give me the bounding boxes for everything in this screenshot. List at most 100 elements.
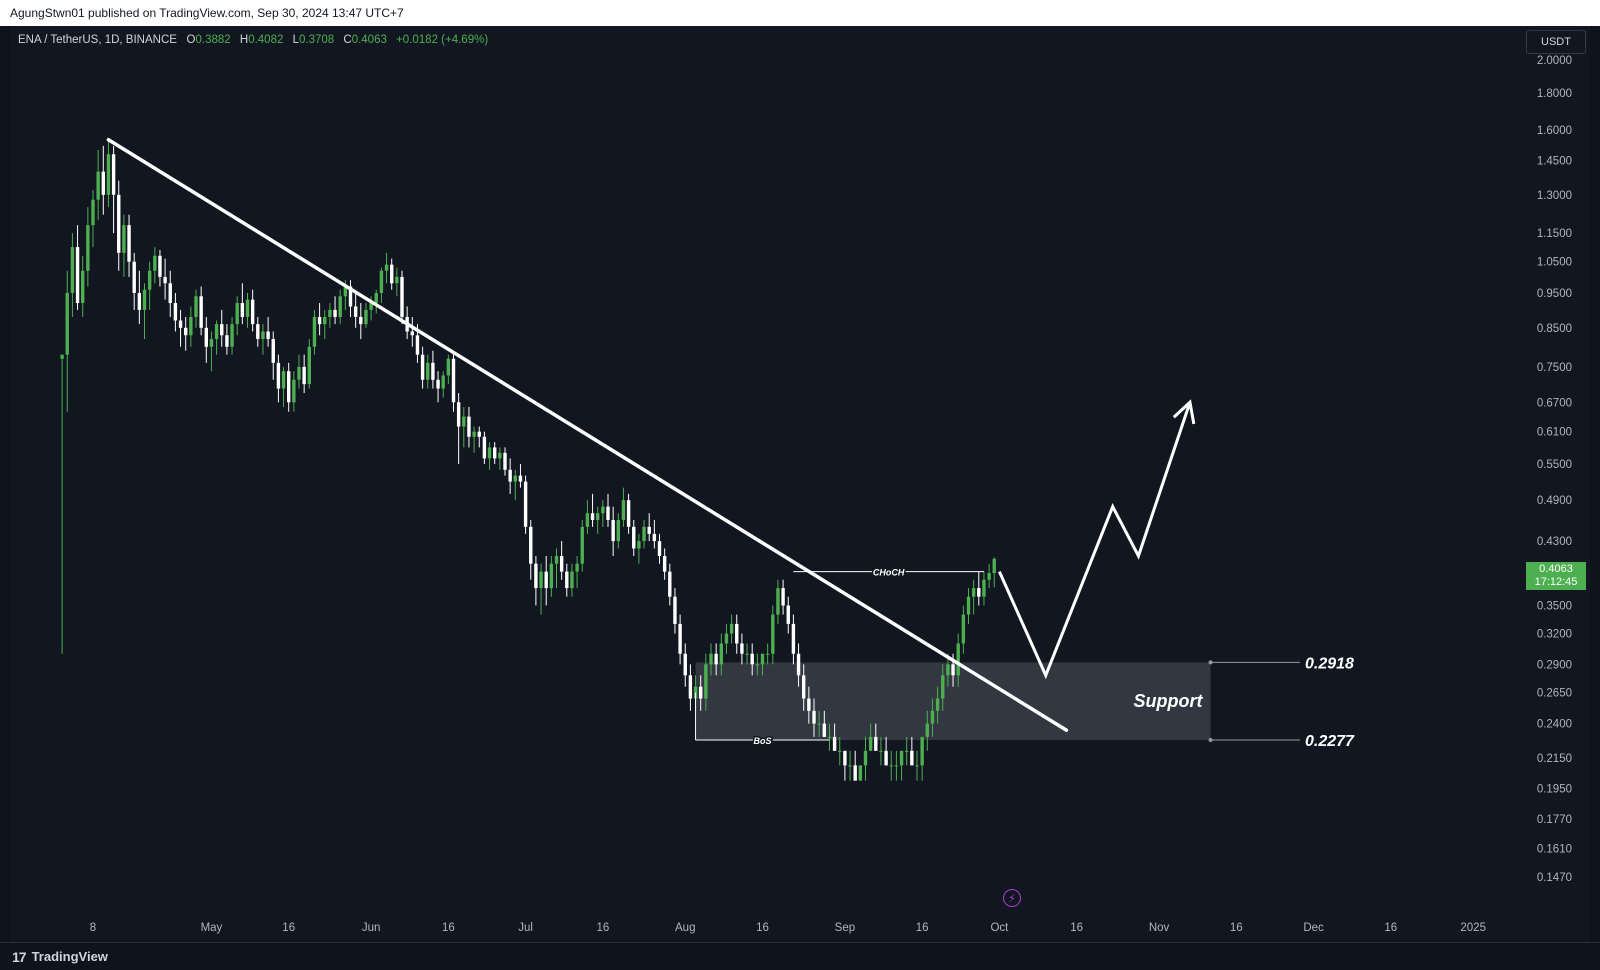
candle xyxy=(317,303,322,336)
price-tick-label: 1.3000 xyxy=(1537,190,1572,202)
brand-name[interactable]: TradingView xyxy=(31,949,108,964)
time-axis[interactable]: 8 May 16 Jun 16 Jul 16 Aug 16 Sep 16 Oct 16 Nov 16 Dec 1… xyxy=(90,922,1486,934)
candle xyxy=(379,267,384,304)
candle xyxy=(374,289,378,314)
price-axis[interactable]: 2.0000 1.8000 1.6000 1.4500 1.3000 1.1500 1.05… xyxy=(1537,55,1572,884)
candle-body xyxy=(735,623,739,644)
candle xyxy=(652,519,657,549)
candle xyxy=(606,493,610,527)
candle-body xyxy=(920,736,924,766)
candle xyxy=(431,350,435,389)
candle xyxy=(637,533,641,564)
candle-body xyxy=(539,571,543,589)
candle xyxy=(843,750,847,781)
lightning-bolt-icon[interactable]: ⚡ xyxy=(1003,889,1021,907)
price-tick-label: 0.2650 xyxy=(1537,688,1572,700)
currency-button[interactable]: USDT xyxy=(1526,30,1586,54)
candle xyxy=(328,303,332,328)
candle xyxy=(894,750,899,781)
price-tick-label: 0.1610 xyxy=(1537,844,1572,856)
candle-body xyxy=(328,309,332,317)
candle-body xyxy=(353,306,358,317)
candle-body xyxy=(297,366,301,380)
candle-body xyxy=(951,664,955,676)
candle-body xyxy=(961,614,966,644)
candle-body xyxy=(390,264,394,284)
price-tick-label: 0.6700 xyxy=(1537,397,1572,409)
candle xyxy=(297,354,301,389)
candle xyxy=(400,270,404,325)
candle-body xyxy=(616,519,620,542)
candle xyxy=(477,426,481,448)
candle xyxy=(359,303,363,340)
candle xyxy=(60,354,64,654)
candle-body xyxy=(513,475,517,482)
projection-arrowhead xyxy=(1172,399,1196,425)
candle xyxy=(678,614,682,665)
candle-body xyxy=(719,643,723,665)
candle xyxy=(863,736,868,781)
candle-body xyxy=(884,750,888,766)
candle-body xyxy=(977,588,981,597)
candle-body xyxy=(142,289,147,310)
candle-body xyxy=(312,316,317,347)
time-tick-label: 16 xyxy=(756,922,769,934)
candle-body xyxy=(487,447,492,459)
drawings: CHoCH BoS xyxy=(106,138,1196,748)
candle-body xyxy=(879,750,883,752)
candle xyxy=(941,664,945,711)
candle xyxy=(75,225,80,310)
candle xyxy=(570,563,574,597)
candle xyxy=(353,292,358,328)
time-tick-label: 2025 xyxy=(1460,922,1486,934)
candle-body xyxy=(596,513,600,520)
price-tick-label: 1.0500 xyxy=(1537,257,1572,269)
candle xyxy=(565,563,569,597)
candle-body xyxy=(786,605,790,624)
candle-body xyxy=(189,316,193,336)
candle xyxy=(987,563,991,589)
chart-area[interactable] xyxy=(10,26,1590,942)
candle-body xyxy=(137,292,142,310)
candle xyxy=(101,145,105,215)
candle-body xyxy=(565,571,569,589)
candle xyxy=(719,633,723,676)
price-tick-label: 1.8000 xyxy=(1537,88,1572,100)
candle xyxy=(699,675,703,711)
candle-body xyxy=(70,247,75,293)
candle xyxy=(848,750,852,781)
candle-body xyxy=(163,276,167,284)
tradingview-logo-icon[interactable]: 17 xyxy=(12,948,27,965)
candle xyxy=(868,723,873,751)
candle-body xyxy=(853,765,857,781)
candle-body xyxy=(153,255,157,271)
support-bottom-label: 0.2277 xyxy=(1305,733,1355,750)
candle-body xyxy=(508,469,512,482)
candle xyxy=(796,643,801,687)
price-tick-label: 0.3200 xyxy=(1537,629,1572,641)
price-tick-label: 1.6000 xyxy=(1537,125,1572,137)
candle-body xyxy=(281,371,286,389)
candle-body xyxy=(338,296,342,317)
support-zone-group: 0.2918 0.2277 Support xyxy=(695,655,1355,750)
candle xyxy=(503,447,507,476)
price-chart[interactable]: 2.0000 1.8000 1.6000 1.4500 1.3000 1.1500 1.05… xyxy=(0,0,1600,942)
candle-body xyxy=(75,247,80,304)
candle-body xyxy=(395,276,399,284)
candle xyxy=(230,316,234,355)
candle xyxy=(832,723,837,751)
candle xyxy=(889,750,893,781)
candle-body xyxy=(158,255,162,277)
symbol-name[interactable]: ENA / TetherUS, 1D, BINANCE xyxy=(18,34,177,46)
candle xyxy=(688,664,693,711)
high-label: H xyxy=(239,34,249,46)
candle-body xyxy=(781,588,785,606)
candle xyxy=(451,350,456,412)
candle-body xyxy=(523,481,528,527)
candle-body xyxy=(941,675,945,699)
candle-body xyxy=(96,171,100,200)
candle-body xyxy=(379,270,384,293)
price-tick-label: 0.1470 xyxy=(1537,872,1572,884)
last-price-tag: 0.4063 17:12:45 xyxy=(1526,562,1586,590)
candle xyxy=(812,698,816,737)
